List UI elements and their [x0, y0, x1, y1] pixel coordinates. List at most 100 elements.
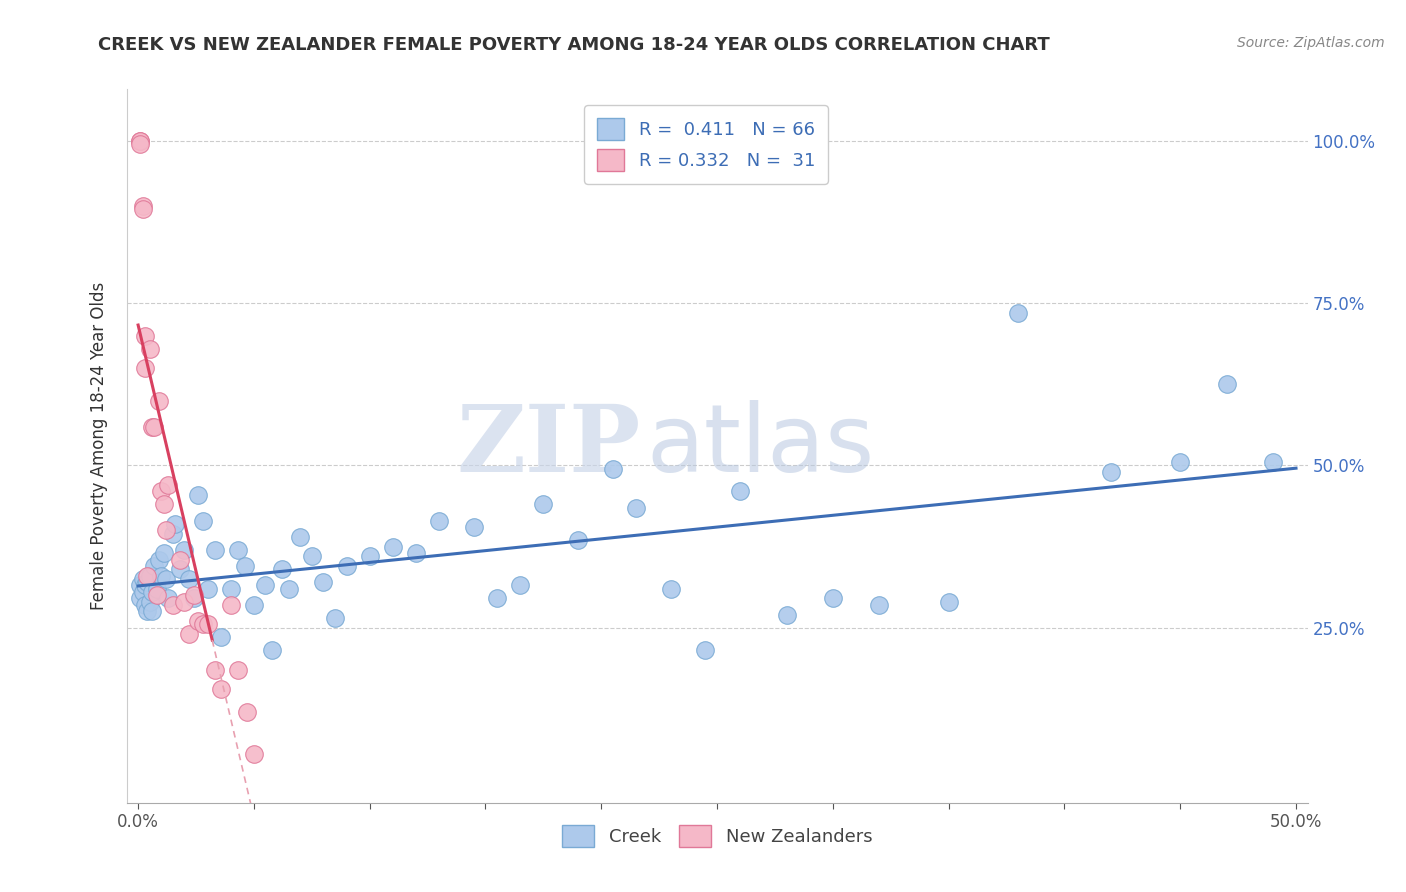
Point [157, 591, 180, 606]
Point [197, 617, 219, 632]
Point [141, 419, 163, 434]
Point [567, 533, 589, 547]
Point [531, 497, 554, 511]
Point [211, 631, 233, 645]
Point [233, 559, 256, 574]
Point [938, 595, 960, 609]
Point [148, 552, 170, 566]
Point [211, 682, 233, 697]
Point [173, 542, 195, 557]
Point [1215, 377, 1237, 392]
Point [141, 604, 163, 618]
Point [165, 516, 187, 531]
Point [132, 199, 155, 213]
Point [262, 643, 284, 657]
Point [270, 562, 292, 576]
Point [162, 526, 184, 541]
Point [138, 568, 160, 582]
Text: Source: ZipAtlas.com: Source: ZipAtlas.com [1237, 36, 1385, 50]
Point [312, 575, 335, 590]
Point [821, 591, 844, 606]
Point [183, 591, 205, 606]
Point [173, 595, 195, 609]
Point [1168, 455, 1191, 469]
Point [226, 542, 249, 557]
Point [323, 611, 346, 625]
Point [602, 461, 624, 475]
Point [219, 598, 242, 612]
Point [187, 614, 209, 628]
Point [169, 552, 191, 566]
Point [129, 134, 152, 148]
Point [145, 588, 167, 602]
Point [405, 546, 427, 560]
Point [129, 137, 152, 152]
Point [129, 578, 152, 592]
Point [145, 582, 167, 596]
Point [155, 572, 177, 586]
Point [236, 705, 259, 719]
Point [659, 582, 682, 596]
Point [243, 747, 266, 761]
Point [143, 559, 166, 574]
Point [129, 134, 152, 148]
Text: ZIP: ZIP [456, 401, 640, 491]
Point [136, 575, 159, 590]
Point [359, 549, 381, 564]
Point [157, 478, 180, 492]
Point [381, 540, 404, 554]
Point [134, 578, 156, 592]
Point [463, 520, 485, 534]
Point [136, 604, 159, 618]
Point [169, 562, 191, 576]
Point [868, 598, 890, 612]
Point [177, 627, 200, 641]
Point [226, 663, 249, 677]
Point [132, 585, 155, 599]
Point [509, 578, 531, 592]
Point [728, 484, 751, 499]
Point [486, 591, 509, 606]
Point [150, 484, 173, 499]
Point [150, 568, 173, 582]
Point [1261, 455, 1284, 469]
Point [152, 497, 174, 511]
Point [152, 546, 174, 560]
Point [141, 585, 163, 599]
Point [335, 559, 357, 574]
Point [427, 514, 450, 528]
Point [138, 342, 160, 356]
Point [132, 202, 155, 217]
Point [134, 328, 156, 343]
Point [187, 488, 209, 502]
Point [1099, 465, 1122, 479]
Point [129, 591, 152, 606]
Point [134, 361, 156, 376]
Point [219, 582, 242, 596]
Point [183, 588, 205, 602]
Point [155, 524, 177, 538]
Point [624, 500, 647, 515]
Point [162, 598, 184, 612]
Point [1007, 306, 1029, 320]
Point [243, 598, 266, 612]
Point [695, 643, 717, 657]
Point [301, 549, 323, 564]
Text: atlas: atlas [647, 400, 875, 492]
Point [204, 663, 226, 677]
Point [290, 530, 312, 544]
Point [277, 582, 299, 596]
Legend: Creek, New Zealanders: Creek, New Zealanders [554, 818, 880, 855]
Point [775, 607, 797, 622]
Point [134, 598, 156, 612]
Point [132, 572, 155, 586]
Point [191, 514, 214, 528]
Point [197, 582, 219, 596]
Point [136, 568, 159, 582]
Point [177, 572, 200, 586]
Point [138, 595, 160, 609]
Y-axis label: Female Poverty Among 18-24 Year Olds: Female Poverty Among 18-24 Year Olds [90, 282, 108, 610]
Point [191, 617, 214, 632]
Point [204, 542, 226, 557]
Point [254, 578, 277, 592]
